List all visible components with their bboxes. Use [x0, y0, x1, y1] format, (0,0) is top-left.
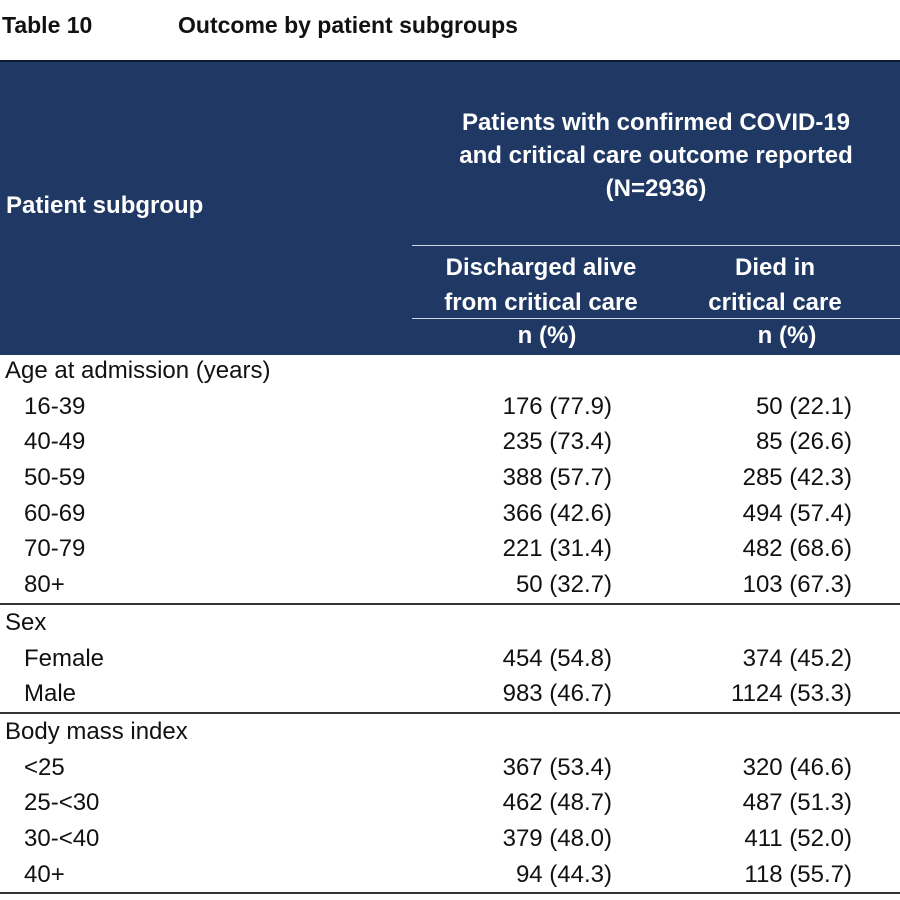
cell-discharged: 366 (42.6) [502, 499, 612, 527]
row-label: 70-79 [24, 535, 86, 563]
table-row: 40-49 235 (73.4) 85 (26.6) [0, 424, 900, 460]
header-group-line: and critical care outcome reported [459, 142, 853, 169]
table-row: 30-<40 379 (48.0) 411 (52.0) [0, 821, 900, 857]
table-bottom-rule [0, 892, 900, 895]
header-divider [412, 318, 900, 319]
header-group-line: (N=2936) [605, 175, 707, 202]
cell-died: 487 (51.3) [742, 789, 852, 817]
section-heading-row: Body mass index [0, 714, 900, 750]
section-divider [0, 602, 900, 605]
header-patient-subgroup: Patient subgroup [6, 192, 204, 219]
row-label: <25 [24, 753, 65, 781]
cell-died: 494 (57.4) [742, 499, 852, 527]
section-heading-row: Age at admission (years) [0, 353, 900, 389]
row-label: 40-49 [24, 428, 86, 456]
cell-died: 320 (46.6) [742, 753, 852, 781]
cell-died: 85 (26.6) [755, 428, 852, 456]
section-heading-row: Sex [0, 605, 900, 641]
row-label: 16-39 [24, 392, 86, 420]
table-body: Age at admission (years) 16-39 176 (77.9) 5… [0, 353, 900, 895]
table-row: Male 983 (46.7) 1124 (53.3) [0, 676, 900, 712]
row-label: 25-<30 [24, 789, 100, 817]
table-title: Outcome by patient subgroups [178, 12, 518, 38]
cell-discharged: 235 (73.4) [502, 428, 612, 456]
table-row: 60-69 366 (42.6) 494 (57.4) [0, 496, 900, 532]
cell-died: 103 (67.3) [742, 571, 852, 599]
table-row: 70-79 221 (31.4) 482 (68.6) [0, 531, 900, 567]
section-title: Age at admission (years) [5, 357, 271, 384]
table-caption: Table 10 Outcome by patient subgroups [0, 8, 900, 42]
cell-discharged: 367 (53.4) [502, 753, 612, 781]
section-divider [0, 711, 900, 714]
header-group-line: Patients with confirmed COVID-19 [461, 109, 851, 136]
row-label: 80+ [24, 571, 65, 599]
row-label: Female [24, 644, 105, 672]
row-label: 30-<40 [24, 824, 100, 852]
table-header: Patient subgroup Patients with confirmed… [0, 60, 900, 355]
row-label: 40+ [24, 860, 65, 888]
row-label: 50-59 [24, 464, 86, 492]
header-discharged: Discharged alive from critical care [412, 250, 670, 320]
table-row: 80+ 50 (32.7) 103 (67.3) [0, 567, 900, 603]
cell-discharged: 379 (48.0) [502, 824, 612, 852]
row-label: 60-69 [24, 499, 86, 527]
cell-discharged: 454 (54.8) [502, 644, 612, 672]
header-discharged-line: Discharged alive [445, 254, 637, 281]
header-died-line: critical care [708, 289, 842, 316]
cell-discharged: 388 (57.7) [502, 464, 612, 492]
header-divider [412, 245, 900, 246]
table-row: <25 367 (53.4) 320 (46.6) [0, 750, 900, 786]
cell-died: 118 (55.7) [744, 860, 852, 888]
table-number: Table 10 [2, 12, 93, 38]
cell-died: 374 (45.2) [742, 644, 852, 672]
header-discharged-line: from critical care [444, 289, 638, 316]
cell-discharged: 462 (48.7) [502, 789, 612, 817]
header-died: Died in critical care [670, 250, 880, 320]
header-group-title: Patients with confirmed COVID-19 and cri… [412, 106, 900, 205]
row-label: Male [24, 680, 77, 708]
header-unit-discharged: n (%) [517, 322, 577, 349]
table-row: Female 454 (54.8) 374 (45.2) [0, 641, 900, 677]
cell-died: 411 (52.0) [744, 824, 852, 852]
cell-died: 482 (68.6) [742, 535, 852, 563]
cell-died: 50 (22.1) [755, 392, 852, 420]
cell-discharged: 94 (44.3) [515, 860, 612, 888]
table-row: 40+ 94 (44.3) 118 (55.7) [0, 857, 900, 893]
table-row: 25-<30 462 (48.7) 487 (51.3) [0, 785, 900, 821]
cell-discharged: 50 (32.7) [515, 571, 612, 599]
cell-discharged: 176 (77.9) [502, 392, 612, 420]
section-title: Sex [5, 608, 47, 636]
header-died-line: Died in [734, 254, 815, 281]
cell-died: 1124 (53.3) [731, 680, 852, 708]
table-row: 50-59 388 (57.7) 285 (42.3) [0, 460, 900, 496]
section-title: Body mass index [5, 717, 188, 745]
cell-discharged: 221 (31.4) [502, 535, 612, 563]
header-unit-died: n (%) [757, 322, 817, 349]
table-row: 16-39 176 (77.9) 50 (22.1) [0, 389, 900, 425]
cell-discharged: 983 (46.7) [502, 680, 612, 708]
cell-died: 285 (42.3) [742, 464, 852, 492]
